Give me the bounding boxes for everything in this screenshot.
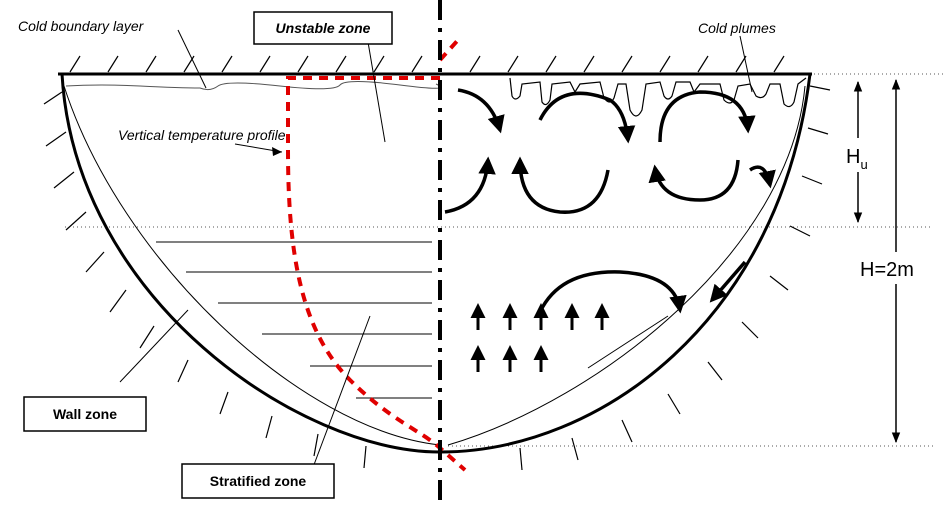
h-total-label-background [856, 252, 936, 284]
unstable-zone-label: Unstable zone [276, 20, 371, 36]
cold-boundary-layer-label: Cold boundary layer [18, 18, 145, 34]
stratified-zone-box [181, 463, 335, 499]
top-boundary [58, 55, 812, 76]
profile-pointer-arrowhead [272, 147, 282, 156]
wall-zone-label: Wall zone [53, 406, 117, 422]
vertical-temperature-profile-label: Vertical temperature profile [118, 127, 286, 143]
stratified-lines [156, 241, 432, 399]
h-total-dimension-label: H=2m [860, 259, 914, 281]
hu-dimension-label: Hu [846, 146, 868, 172]
temperature-profile-curve [286, 76, 467, 472]
leader-lines [119, 29, 753, 471]
dotted-guides [65, 73, 944, 447]
wall-zone-box [23, 396, 147, 432]
cold-plumes-outline [509, 77, 807, 117]
convection-arrows [444, 88, 776, 314]
cold-boundary-layer-line [65, 81, 441, 91]
cold-plumes-label: Cold plumes [698, 20, 776, 36]
unstable-zone-box [253, 11, 393, 45]
upward-arrows [470, 303, 610, 372]
hu-label-background [842, 138, 882, 172]
temperature-profile-top-dash [438, 38, 460, 62]
stratified-zone-label: Stratified zone [210, 473, 307, 489]
